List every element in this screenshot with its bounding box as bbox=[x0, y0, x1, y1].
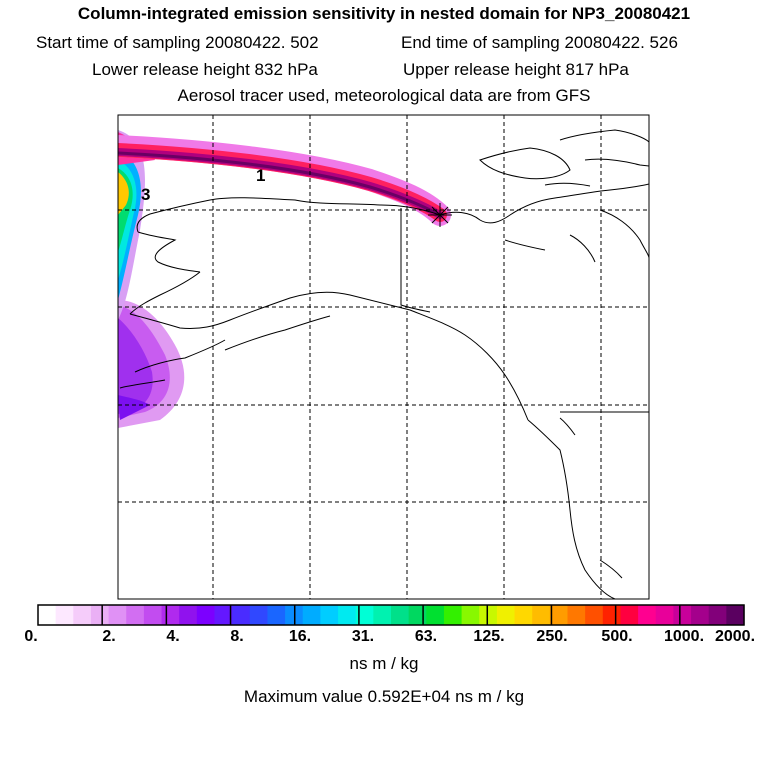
colorbar-tick-0: 0. bbox=[24, 628, 38, 645]
colorbar-swatch bbox=[726, 605, 745, 625]
coastlines bbox=[119, 129, 649, 599]
release-point-star bbox=[428, 203, 452, 227]
colorbar-swatch bbox=[673, 605, 692, 625]
colorbar-swatch bbox=[73, 605, 92, 625]
colorbar-swatch bbox=[267, 605, 286, 625]
colorbar-tick-9: 500. bbox=[601, 628, 633, 645]
trajectory-band bbox=[118, 135, 451, 226]
end-time-label: End time of sampling 20080422. 526 bbox=[401, 33, 678, 52]
colorbar-tick-4: 16. bbox=[288, 628, 312, 645]
colorbar-swatch bbox=[514, 605, 533, 625]
colorbar-swatch bbox=[638, 605, 657, 625]
colorbar-tick-2: 4. bbox=[166, 628, 180, 645]
colorbar-tick-1: 2. bbox=[102, 628, 116, 645]
colorbar-swatch bbox=[232, 605, 251, 625]
colorbar-swatch bbox=[90, 605, 110, 625]
trajectory-label-3: 3 bbox=[141, 185, 150, 204]
colorbar-swatch bbox=[38, 605, 57, 625]
colorbar-swatch bbox=[585, 605, 604, 625]
colorbar-tick-6: 63. bbox=[414, 628, 438, 645]
colorbar-swatch bbox=[391, 605, 410, 625]
max-value-label: Maximum value 0.592E+04 ns m / kg bbox=[243, 687, 525, 706]
colorbar-frame bbox=[37, 604, 745, 626]
colorbar-swatch bbox=[249, 605, 269, 625]
colorbar-swatch bbox=[655, 605, 674, 625]
trajectory-label-1: 1 bbox=[256, 166, 265, 185]
colorbar-swatch bbox=[408, 605, 427, 625]
colorbar-swatch bbox=[108, 605, 127, 625]
colorbar-swatch bbox=[620, 605, 639, 625]
colorbar-swatch bbox=[355, 605, 374, 625]
colorbar-swatch bbox=[708, 605, 727, 625]
colorbar-swatch bbox=[496, 605, 516, 625]
figure-title: Column-integrated emission sensitivity i… bbox=[77, 4, 691, 23]
colorbar-swatch bbox=[567, 605, 586, 625]
colorbar-swatch bbox=[443, 605, 463, 625]
colorbar-tick-7: 125. bbox=[473, 628, 505, 645]
colorbar-swatch bbox=[338, 605, 357, 625]
colorbar-swatch bbox=[55, 605, 74, 625]
colorbar-swatch bbox=[479, 605, 498, 625]
colorbar-swatch bbox=[161, 605, 180, 625]
lower-release-label: Lower release height 832 hPa bbox=[92, 60, 318, 79]
lat-lon-grid bbox=[118, 115, 649, 599]
colorbar-swatch bbox=[214, 605, 233, 625]
colorbar-swatch bbox=[691, 605, 710, 625]
colorbar-swatch bbox=[461, 605, 480, 625]
colorbar-swatch bbox=[320, 605, 339, 625]
colorbar-swatch bbox=[426, 605, 445, 625]
colorbar-swatch bbox=[532, 605, 551, 625]
colorbar-tick-5: 31. bbox=[351, 628, 375, 645]
map-frame bbox=[117, 114, 650, 600]
colorbar-units: ns m / kg bbox=[349, 654, 419, 673]
colorbar-tick-10: 1000. bbox=[663, 628, 705, 645]
start-time-label: Start time of sampling 20080422. 502 bbox=[36, 33, 319, 52]
colorbar-tick-11: 2000. bbox=[714, 628, 756, 645]
colorbar-swatch bbox=[549, 605, 569, 625]
colorbar-swatch bbox=[143, 605, 163, 625]
tracer-info: Aerosol tracer used, meteorological data… bbox=[177, 86, 591, 105]
colorbar-swatch bbox=[126, 605, 145, 625]
upper-release-label: Upper release height 817 hPa bbox=[403, 60, 629, 79]
colorbar-swatch bbox=[302, 605, 321, 625]
colorbar-swatch bbox=[373, 605, 392, 625]
colorbar-swatch bbox=[179, 605, 198, 625]
boundaries bbox=[400, 208, 649, 413]
colorbar-tick-3: 8. bbox=[230, 628, 244, 645]
colorbar-swatch bbox=[602, 605, 622, 625]
colorbar-tick-8: 250. bbox=[536, 628, 568, 645]
colorbar-swatch bbox=[196, 605, 216, 625]
